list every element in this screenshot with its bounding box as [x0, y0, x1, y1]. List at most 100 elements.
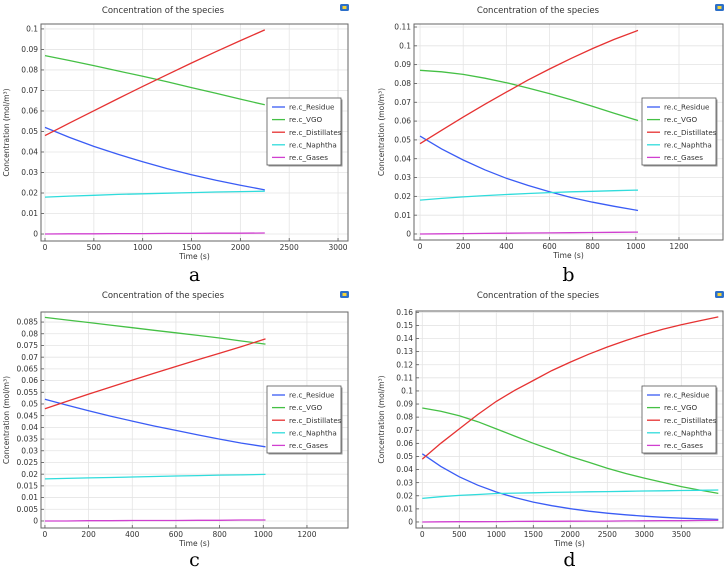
series-line-re-c-distillates	[44, 338, 266, 410]
legend-label: re.c_Distillates	[289, 416, 342, 425]
y-tick-label: 0.1	[399, 41, 411, 50]
y-tick-label: 0	[33, 517, 38, 526]
y-tick-label: 0.15	[396, 321, 413, 330]
y-tick-label: 0.04	[394, 154, 411, 163]
export-icon[interactable]	[715, 291, 724, 298]
chart-d: Concentration of the species 0 500 1000 1500…	[377, 291, 724, 571]
legend-label: re.c_Residue	[664, 103, 710, 112]
y-tick-label: 0.08	[21, 66, 38, 75]
series-line-re-c-naphtha	[419, 189, 639, 201]
y-tick-label: 0.06	[394, 117, 411, 126]
y-tick-label: 0.06	[21, 107, 38, 116]
y-tick-label: 0	[408, 518, 413, 527]
y-tick-label: 0.11	[394, 23, 411, 32]
x-tick-label: 2500	[280, 243, 299, 252]
plot-frame	[415, 310, 724, 529]
legend-label: re.c_Naphtha	[289, 428, 337, 437]
chart-b: Concentration of the species 0 200 400 600 80…	[377, 4, 724, 286]
legend-box	[266, 385, 342, 454]
y-tick-label: 0.06	[396, 439, 413, 448]
export-icon[interactable]	[340, 4, 349, 11]
y-tick-label: 0.02	[21, 189, 38, 198]
x-tick-label: 600	[169, 530, 184, 539]
series-line-re-c-vgo	[419, 69, 639, 122]
y-tick-label: 0.11	[396, 373, 413, 382]
legend-label: re.c_Naphtha	[664, 140, 712, 149]
y-tick-label: 0.04	[21, 148, 38, 157]
y-tick-label: 0.02	[394, 192, 411, 201]
y-tick-label: 0.065	[17, 364, 39, 373]
legend-label: re.c_Residue	[664, 391, 710, 400]
y-tick-label: 0.05	[396, 452, 413, 461]
y-tick-label: 0.03	[21, 446, 38, 455]
y-axis-label: Concentration (mol/m³)	[2, 88, 11, 176]
y-tick-label: 0.01	[396, 504, 413, 513]
panel-caption: d	[563, 549, 575, 570]
legend-label: re.c_VGO	[664, 403, 698, 412]
series-line-re-c-gases	[44, 232, 265, 235]
series-line-re-c-distillates	[419, 29, 639, 145]
y-tick-label: 0.05	[21, 400, 38, 409]
y-tick-label: 0.14	[396, 334, 413, 343]
legend-label: re.c_Distillates	[289, 128, 342, 137]
plot-frame	[413, 23, 724, 241]
y-tick-label: 0.02	[21, 470, 38, 479]
export-icon-center	[342, 293, 347, 296]
y-tick-label: 0.12	[396, 360, 413, 369]
y-tick-label: 0.08	[394, 79, 411, 88]
y-tick-label: 0.05	[21, 127, 38, 136]
x-axis-label: Time (s)	[552, 251, 584, 260]
x-tick-label: 1200	[297, 530, 316, 539]
series-line-re-c-distillates	[421, 316, 719, 460]
y-tick-label: 0.08	[396, 413, 413, 422]
y-tick-label: 0.09	[394, 60, 411, 69]
x-tick-label: 1500	[182, 243, 201, 252]
legend-label: re.c_Residue	[289, 391, 335, 400]
y-tick-label: 0.05	[394, 136, 411, 145]
legend-label: re.c_VGO	[664, 115, 698, 124]
series-line-re-c-residue	[44, 126, 265, 191]
legend-label: re.c_Residue	[289, 103, 335, 112]
x-tick-label: 1000	[487, 530, 506, 539]
chart-title: Concentration of the species	[477, 6, 600, 16]
panel-a: Concentration of the species 0 500 1000 1500…	[0, 0, 363, 286]
series-line-re-c-residue	[44, 398, 266, 448]
y-tick-label: 0.07	[21, 86, 38, 95]
panel-c: Concentration of the species 0 200 400 600 80…	[0, 285, 363, 571]
x-tick-label: 2500	[598, 530, 617, 539]
x-tick-label: 3000	[328, 243, 347, 252]
chart-a: Concentration of the species 0 500 1000 1500…	[2, 4, 349, 286]
export-icon[interactable]	[340, 291, 349, 298]
legend-label: re.c_Distillates	[664, 128, 717, 137]
y-tick-label: 0.04	[21, 423, 38, 432]
y-tick-label: 0.09	[396, 400, 413, 409]
export-icon-center	[717, 293, 722, 296]
y-tick-label: 0.055	[17, 388, 39, 397]
x-axis-label: Time (s)	[553, 539, 585, 548]
plot-frame	[40, 23, 349, 242]
y-tick-label: 0.13	[396, 347, 413, 356]
x-tick-label: 0	[43, 530, 48, 539]
x-tick-label: 600	[542, 242, 557, 251]
series-line-re-c-naphtha	[44, 190, 265, 198]
x-tick-label: 500	[87, 243, 102, 252]
legend-box	[641, 97, 717, 166]
chart-c: Concentration of the species 0 200 400 600 80…	[2, 291, 349, 571]
y-tick-label: 0.045	[17, 411, 39, 420]
y-tick-label: 0.08	[21, 329, 38, 338]
y-axis-label: Concentration (mol/m³)	[2, 376, 11, 464]
y-tick-label: 0	[33, 230, 38, 239]
y-tick-label: 0.16	[396, 308, 413, 317]
y-tick-label: 0.01	[21, 209, 38, 218]
x-tick-label: 200	[81, 530, 96, 539]
x-tick-label: 500	[452, 530, 467, 539]
series-line-re-c-gases	[422, 519, 719, 523]
x-tick-label: 1000	[626, 242, 645, 251]
y-tick-label: 0.07	[396, 426, 413, 435]
y-tick-label: 0.01	[21, 493, 38, 502]
x-tick-label: 3000	[635, 530, 654, 539]
y-tick-label: 0.025	[17, 458, 39, 467]
y-tick-label: 0.03	[396, 478, 413, 487]
export-icon[interactable]	[715, 4, 724, 11]
y-tick-label: 0.1	[401, 387, 413, 396]
